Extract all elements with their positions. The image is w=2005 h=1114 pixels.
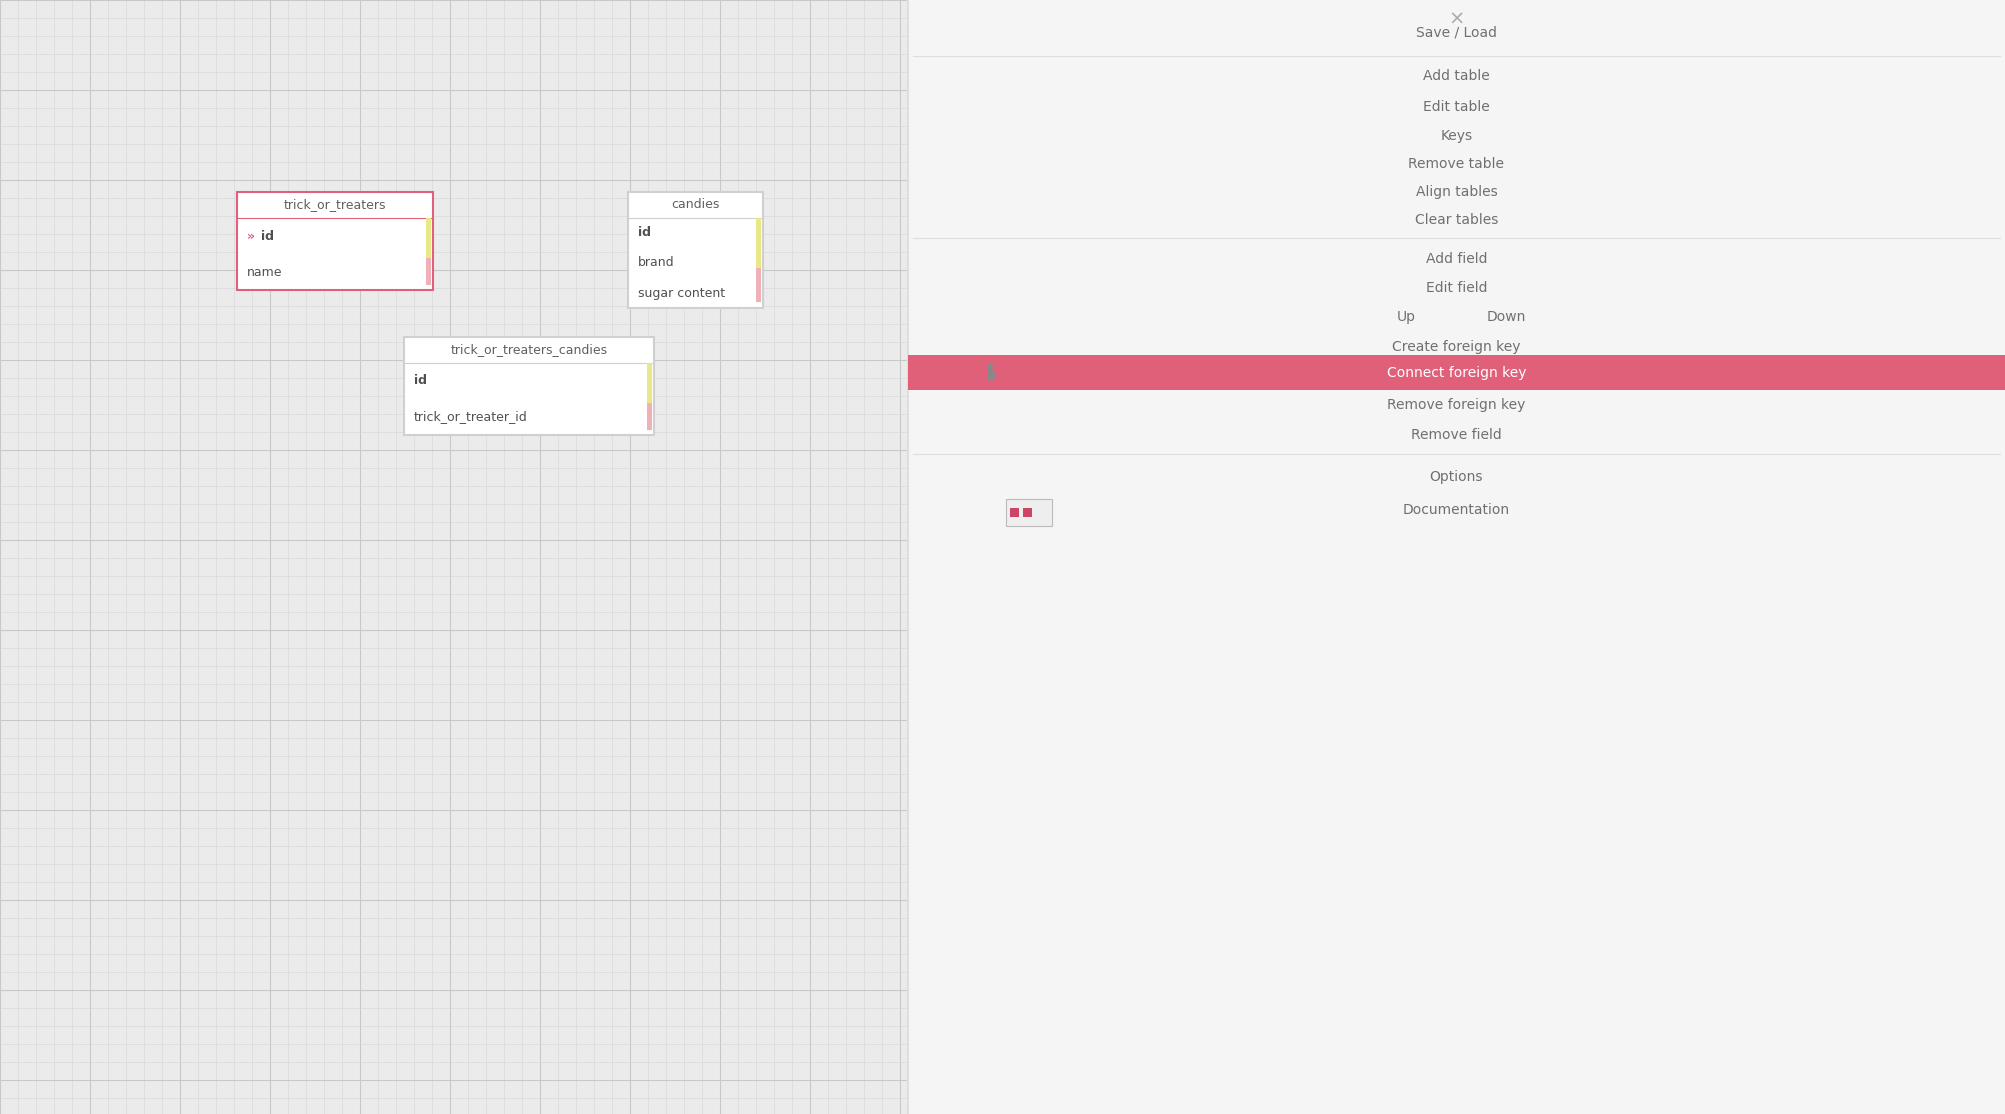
Text: Edit field: Edit field <box>1426 281 1488 295</box>
Text: sugar content: sugar content <box>638 286 726 300</box>
Text: trick_or_treaters_candies: trick_or_treaters_candies <box>451 343 608 356</box>
Text: »: » <box>247 229 255 243</box>
Bar <box>648 363 652 402</box>
Bar <box>237 192 433 290</box>
Bar <box>425 218 431 257</box>
Text: candies: candies <box>672 198 720 212</box>
Text: Connect foreign key: Connect foreign key <box>1387 365 1526 380</box>
Bar <box>756 218 762 267</box>
Text: Add table: Add table <box>1424 68 1490 82</box>
Bar <box>403 338 654 434</box>
Bar <box>756 267 762 302</box>
Text: Options: Options <box>1430 470 1484 483</box>
Polygon shape <box>988 364 994 381</box>
Text: Create foreign key: Create foreign key <box>1391 340 1520 354</box>
Bar <box>908 355 2005 390</box>
Bar <box>1007 499 1053 526</box>
Text: Clear tables: Clear tables <box>1416 213 1498 227</box>
Bar <box>648 402 652 430</box>
Bar <box>1011 508 1019 517</box>
Text: id: id <box>261 229 275 243</box>
Bar <box>908 0 2005 1114</box>
Text: Down: Down <box>1488 310 1526 324</box>
Text: trick_or_treater_id: trick_or_treater_id <box>413 410 527 423</box>
Text: id: id <box>413 374 427 388</box>
Text: Remove table: Remove table <box>1408 157 1504 172</box>
Text: ×: × <box>1448 10 1466 29</box>
Text: id: id <box>638 226 652 240</box>
Bar <box>1023 508 1033 517</box>
Bar <box>628 192 764 307</box>
Bar <box>425 257 431 285</box>
Text: Save / Load: Save / Load <box>1416 26 1498 40</box>
Text: brand: brand <box>638 256 674 270</box>
Text: name: name <box>247 265 283 278</box>
Text: Edit table: Edit table <box>1424 100 1490 114</box>
Text: Align tables: Align tables <box>1416 185 1498 199</box>
Text: trick_or_treaters: trick_or_treaters <box>285 198 387 212</box>
Text: Keys: Keys <box>1440 129 1472 143</box>
Text: Remove field: Remove field <box>1412 428 1502 442</box>
Text: Up: Up <box>1397 310 1416 324</box>
Text: Documentation: Documentation <box>1404 504 1510 517</box>
Text: Add field: Add field <box>1426 252 1488 266</box>
Text: Remove foreign key: Remove foreign key <box>1387 398 1526 412</box>
